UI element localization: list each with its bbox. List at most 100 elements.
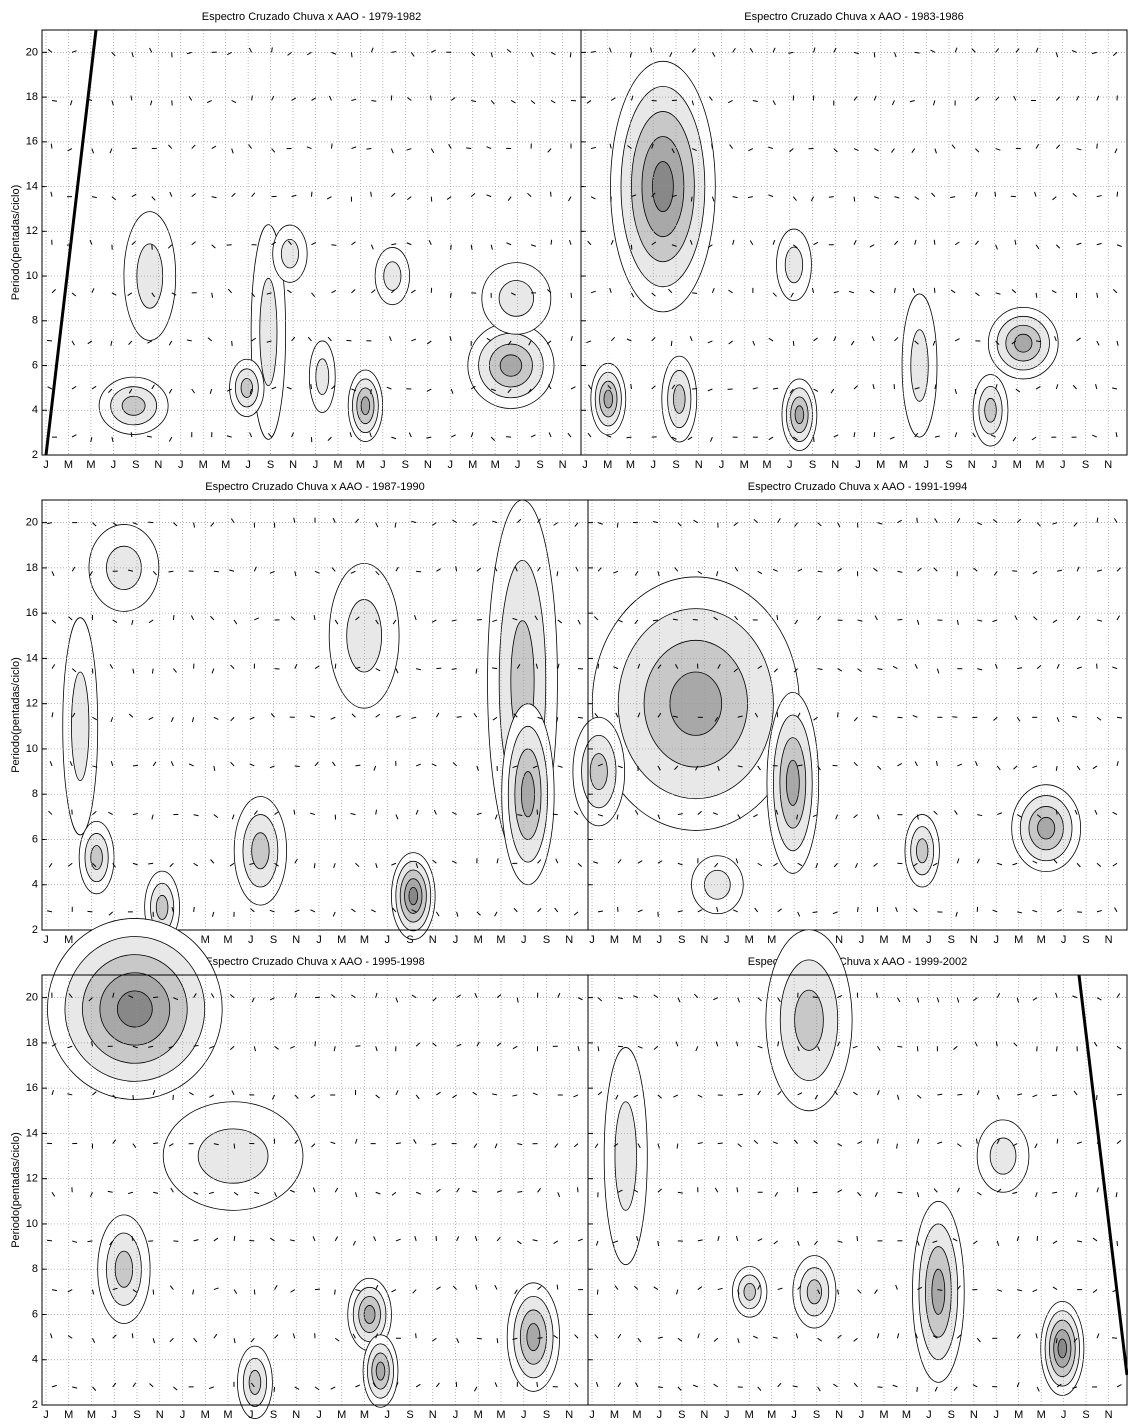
phase-arrow: [933, 287, 936, 293]
phase-arrow: [415, 863, 419, 869]
y-tick-label: 2: [32, 1399, 38, 1411]
phase-arrow: [87, 340, 93, 345]
phase-arrow: [853, 51, 859, 55]
phase-arrow: [112, 522, 118, 526]
phase-arrow: [897, 519, 903, 524]
phase-arrow: [355, 764, 361, 767]
phase-arrow: [613, 1143, 619, 1147]
phase-arrow: [72, 1386, 78, 1389]
phase-arrow: [391, 1191, 397, 1196]
phase-arrow: [92, 716, 98, 721]
phase-arrow: [712, 812, 718, 816]
phase-arrow: [351, 713, 356, 718]
phase-arrow: [294, 663, 298, 669]
phase-arrow: [392, 619, 397, 625]
x-tick-label: J: [245, 459, 251, 471]
phase-arrow: [490, 436, 496, 441]
phase-arrow: [897, 618, 903, 621]
phase-arrow: [1015, 48, 1020, 53]
phase-arrow: [432, 859, 437, 864]
phase-arrow: [211, 292, 214, 298]
y-tick-label: 2: [32, 449, 38, 461]
phase-arrow: [732, 196, 738, 199]
phase-arrow: [414, 1235, 417, 1242]
phase-arrow: [837, 1240, 843, 1243]
phase-arrow: [1073, 1337, 1078, 1343]
x-tick-label: J: [316, 934, 322, 946]
phase-arrow: [1055, 384, 1059, 390]
x-tick-label: N: [695, 459, 703, 471]
phase-arrow: [857, 906, 859, 912]
phase-arrow: [956, 997, 960, 1003]
phase-arrow: [169, 1337, 174, 1343]
x-tick-label: J: [1061, 934, 1067, 946]
phase-arrow: [657, 765, 661, 771]
phase-arrow: [111, 52, 116, 57]
phase-arrow: [514, 1289, 518, 1295]
phase-arrow: [231, 192, 236, 198]
phase-arrow: [772, 47, 776, 53]
phase-arrow: [71, 712, 76, 718]
x-tick-label: S: [809, 459, 816, 471]
phase-arrow: [737, 1143, 742, 1148]
phase-arrow: [817, 1337, 823, 1342]
phase-arrow: [352, 1240, 356, 1246]
phase-arrow: [617, 1382, 622, 1388]
phase-arrow: [1113, 518, 1118, 523]
phase-arrow: [550, 239, 553, 245]
phase-arrow: [626, 338, 632, 342]
phase-arrow: [697, 1333, 700, 1339]
y-tick-label: 4: [32, 1354, 38, 1366]
contour: [743, 1282, 756, 1301]
phase-arrow: [992, 909, 998, 913]
phase-arrow: [537, 566, 541, 572]
contour: [785, 759, 800, 806]
phase-arrow: [957, 763, 963, 767]
phase-arrow: [853, 148, 859, 152]
phase-arrow: [794, 619, 799, 625]
x-tick-label: N: [289, 459, 297, 471]
phase-arrow: [853, 716, 858, 722]
phase-arrow: [71, 292, 77, 297]
phase-arrow: [413, 1139, 417, 1144]
phase-arrow: [331, 290, 337, 294]
phase-arrow: [695, 765, 699, 771]
contour: [784, 246, 804, 284]
phase-arrow: [889, 436, 895, 440]
phase-arrow: [932, 1240, 938, 1243]
phase-arrow: [937, 1141, 943, 1145]
phase-arrow: [51, 1090, 54, 1096]
phase-arrow: [290, 616, 296, 621]
phase-arrow: [754, 712, 759, 718]
phase-arrow: [1012, 862, 1018, 866]
phase-arrow: [796, 814, 799, 820]
phase-arrow: [1012, 570, 1018, 572]
phase-arrow: [169, 191, 173, 197]
phase-arrow: [737, 1093, 743, 1096]
phase-arrow: [51, 664, 56, 669]
x-tick-label: M: [1037, 1409, 1046, 1421]
phase-arrow: [777, 518, 781, 523]
phase-arrow: [877, 765, 882, 770]
phase-arrow: [127, 292, 133, 297]
phase-arrow: [327, 436, 332, 442]
phase-arrow: [617, 997, 623, 1000]
phase-arrow: [653, 1045, 659, 1050]
phase-arrow: [1032, 909, 1038, 913]
phase-arrow: [250, 908, 255, 913]
phase-arrow: [677, 522, 682, 527]
phase-arrow: [777, 1090, 782, 1096]
phase-arrow: [853, 96, 858, 101]
phase-arrow: [415, 1333, 417, 1339]
phase-arrow: [537, 907, 542, 913]
x-tick-label: J: [448, 459, 454, 471]
phase-arrow: [472, 522, 478, 526]
x-tick-label: M: [879, 934, 888, 946]
phase-arrow: [931, 192, 936, 197]
phase-arrow: [956, 1187, 960, 1193]
phase-arrow: [896, 1143, 898, 1149]
phase-arrow: [112, 1287, 118, 1291]
phase-arrow: [331, 567, 336, 572]
x-tick-label: J: [1060, 459, 1066, 471]
phase-arrow: [849, 290, 855, 294]
